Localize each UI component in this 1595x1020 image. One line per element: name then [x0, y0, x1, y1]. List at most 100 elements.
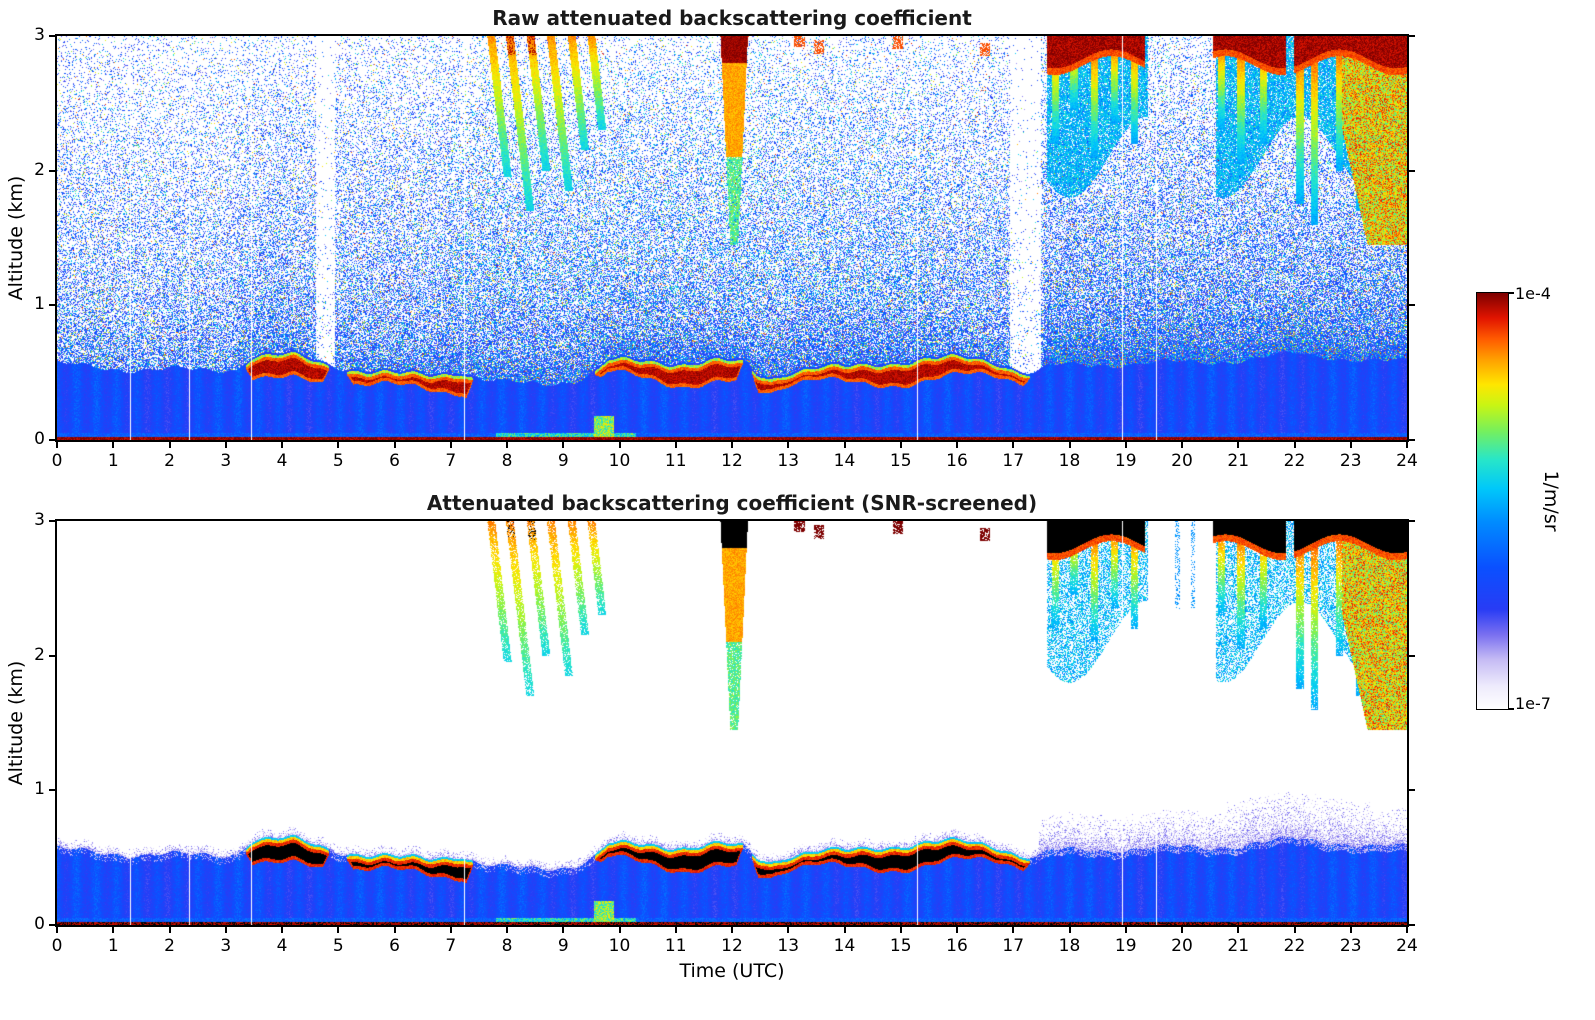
x-tick-label: 22 [1283, 936, 1306, 956]
y-tick-right [1409, 924, 1415, 926]
x-tick-label: 2 [164, 936, 175, 956]
x-tick [1124, 442, 1127, 448]
y-tick-label: 2 [34, 644, 45, 665]
x-tick-label: 20 [1171, 936, 1193, 956]
x-axis-label-time-utc: Time (UTC) [679, 960, 785, 982]
colorbar-min-label: 1e-7 [1515, 694, 1551, 713]
x-tick-label: 4 [276, 936, 288, 956]
x-tick [843, 927, 846, 933]
x-tick-label: 4 [276, 451, 288, 471]
y-tick [49, 789, 55, 792]
x-tick-label: 14 [833, 451, 856, 471]
x-tick-label: 10 [608, 936, 631, 956]
x-tick [449, 442, 452, 448]
y-tick-right [1409, 789, 1415, 792]
y-tick [49, 654, 55, 657]
x-tick-label: 15 [889, 451, 912, 471]
y-tick-right [1409, 520, 1415, 522]
x-tick [1293, 442, 1296, 448]
x-tick [1181, 927, 1183, 933]
x-tick [674, 442, 677, 448]
x-tick [168, 442, 171, 448]
x-tick [393, 927, 396, 933]
x-tick [731, 442, 733, 448]
x-tick-label: 12 [721, 936, 743, 956]
x-tick [224, 927, 227, 933]
x-tick-label: 17 [1002, 936, 1025, 956]
x-tick [1293, 927, 1296, 933]
x-tick-label: 7 [445, 936, 457, 956]
screened-panel-title: Attenuated backscattering coefficient (S… [426, 491, 1038, 515]
raw-y-axis-label: Altitude (km) [5, 175, 27, 301]
y-tick-right [1409, 35, 1415, 37]
x-tick-label: 2 [164, 451, 175, 471]
screened-heatmap-canvas [57, 521, 1407, 925]
x-tick-label: 23 [1339, 451, 1362, 471]
x-tick [1237, 927, 1240, 933]
x-tick [787, 927, 790, 933]
x-tick-label: 22 [1283, 451, 1306, 471]
y-tick [49, 35, 55, 37]
x-tick [56, 442, 58, 448]
x-tick [618, 927, 621, 933]
y-tick-label: 3 [34, 25, 45, 45]
x-tick-label: 1 [107, 451, 119, 471]
x-tick [506, 927, 508, 933]
x-tick [393, 442, 396, 448]
x-tick [112, 442, 115, 448]
x-tick [1124, 927, 1127, 933]
x-tick-label: 5 [332, 936, 344, 956]
x-tick-label: 0 [51, 451, 63, 471]
x-tick-label: 21 [1227, 451, 1250, 471]
x-tick-label: 14 [833, 936, 856, 956]
x-tick [168, 927, 171, 933]
x-tick [618, 442, 621, 448]
colorbar [1476, 292, 1509, 710]
x-tick-label: 8 [501, 451, 513, 471]
x-tick-label: 9 [557, 451, 569, 471]
x-tick [449, 927, 452, 933]
raw-panel-title: Raw attenuated backscattering coefficien… [492, 6, 972, 30]
x-tick-label: 20 [1171, 451, 1193, 471]
x-tick [1068, 442, 1071, 448]
x-tick [506, 442, 508, 448]
x-tick-label: 0 [51, 936, 63, 956]
x-tick [562, 442, 565, 448]
y-tick [49, 304, 55, 307]
x-tick-label: 6 [389, 936, 400, 956]
x-tick-label: 10 [608, 451, 631, 471]
y-tick [49, 924, 55, 926]
x-tick-label: 9 [557, 936, 569, 956]
x-tick [1012, 927, 1015, 933]
x-tick [956, 927, 958, 933]
y-tick-label: 1 [34, 294, 45, 315]
x-tick [1349, 927, 1352, 933]
x-tick-label: 7 [445, 451, 457, 471]
x-tick [337, 927, 340, 933]
y-tick-right [1409, 439, 1415, 441]
x-tick-label: 11 [664, 936, 687, 956]
x-tick [899, 442, 902, 448]
y-tick-right [1409, 654, 1415, 657]
x-tick-label: 6 [389, 451, 400, 471]
x-tick-label: 8 [501, 936, 513, 956]
x-tick [281, 442, 283, 448]
y-tick [49, 169, 55, 172]
y-tick-label: 0 [34, 429, 45, 449]
x-tick [1406, 442, 1408, 448]
x-tick [224, 442, 227, 448]
y-tick-right [1409, 169, 1415, 172]
x-tick-label: 15 [889, 936, 912, 956]
x-tick [674, 927, 677, 933]
y-tick-label: 1 [34, 779, 45, 800]
x-tick [337, 442, 340, 448]
x-tick-label: 23 [1339, 936, 1362, 956]
x-tick [1237, 442, 1240, 448]
x-tick-label: 24 [1396, 451, 1418, 471]
y-tick-right [1409, 304, 1415, 307]
x-tick-label: 17 [1002, 451, 1025, 471]
x-tick-label: 1 [107, 936, 119, 956]
x-tick-label: 18 [1058, 451, 1081, 471]
y-tick [49, 439, 55, 441]
x-tick-label: 24 [1396, 936, 1418, 956]
